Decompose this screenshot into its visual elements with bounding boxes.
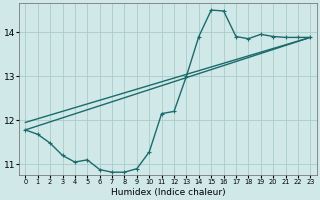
X-axis label: Humidex (Indice chaleur): Humidex (Indice chaleur)	[110, 188, 225, 197]
